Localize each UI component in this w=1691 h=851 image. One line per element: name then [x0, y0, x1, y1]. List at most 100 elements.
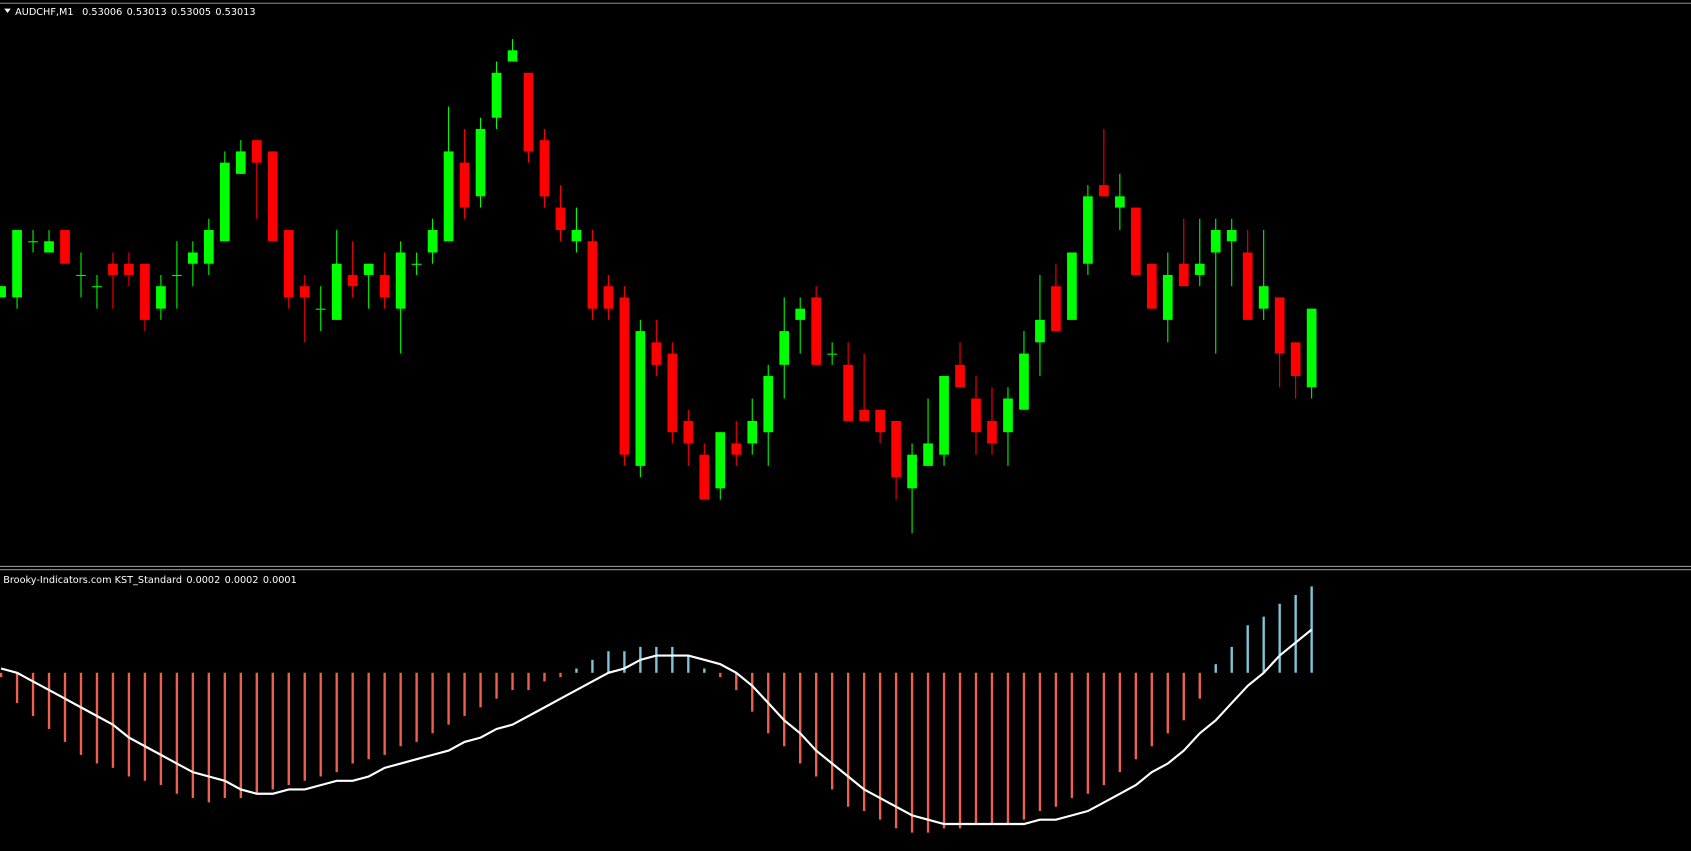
candle-body: [443, 151, 454, 242]
candle-body: [731, 443, 742, 455]
indicator-panel: [0, 586, 1313, 833]
candle-body: [1099, 185, 1109, 197]
candle-body: [843, 364, 854, 421]
candle-body: [939, 376, 949, 455]
candle-body: [987, 420, 997, 444]
candle-body: [108, 263, 118, 275]
candle-body: [603, 286, 614, 309]
candle-body: [1290, 342, 1301, 377]
candle-body: [60, 230, 70, 264]
candle-body: [715, 432, 726, 489]
candle-body: [1114, 196, 1125, 208]
candle-body: [1210, 230, 1221, 253]
candle-body: [971, 398, 981, 433]
candle-body: [1162, 274, 1173, 320]
candle-body: [811, 297, 822, 365]
candle-body: [219, 162, 230, 242]
candle-body: [1019, 353, 1029, 410]
candle-body: [1067, 252, 1077, 320]
candle-body: [699, 454, 710, 500]
candle-body: [188, 252, 198, 264]
candle-body: [92, 286, 102, 288]
candle-body: [763, 376, 774, 433]
candle-body: [172, 274, 182, 277]
indicator-value: 0.0002: [225, 575, 259, 586]
candle-body: [1258, 286, 1269, 309]
candle-body: [1194, 263, 1205, 275]
candle-body: [891, 420, 901, 478]
candle-body: [475, 128, 486, 197]
candle-body: [0, 286, 6, 298]
ohlc-high: 0.53013: [127, 7, 167, 18]
candle-body: [907, 454, 917, 489]
candle-body: [1178, 263, 1189, 287]
candle-body: [955, 364, 965, 388]
candle-body: [235, 151, 246, 174]
candle-body: [28, 241, 38, 243]
candle-body: [459, 162, 470, 208]
candle-body: [571, 230, 582, 242]
candle-body: [140, 263, 150, 320]
candle-body: [507, 50, 518, 62]
symbol: AUDCHF,M1: [15, 7, 73, 18]
candle-body: [347, 274, 358, 287]
candle-body: [539, 140, 550, 197]
price-panel: [0, 39, 1317, 534]
candle-body: [491, 72, 502, 118]
candle-body: [156, 286, 166, 309]
candle-body: [411, 263, 422, 265]
candle-body: [299, 286, 310, 298]
indicator-value: 0.0002: [186, 575, 220, 586]
candle-body: [779, 331, 790, 365]
candle-body: [1083, 196, 1093, 264]
candle-body: [523, 72, 534, 152]
candle-body: [555, 207, 566, 231]
candle-body: [395, 252, 406, 309]
candle-body: [795, 308, 806, 320]
candle-body: [1226, 230, 1237, 242]
candle-body: [619, 297, 630, 455]
candle-body: [1035, 319, 1045, 343]
candle-body: [331, 263, 342, 320]
candle-body: [1146, 263, 1157, 309]
candle-body: [12, 230, 22, 298]
collapse-icon[interactable]: [4, 8, 11, 13]
candle-body: [651, 342, 662, 365]
candle-body: [44, 241, 54, 253]
candle-body: [587, 241, 598, 309]
ohlc-open: 0.53006: [82, 7, 122, 18]
candle-body: [251, 140, 262, 163]
candle-body: [667, 353, 678, 433]
candle-body: [267, 151, 278, 242]
candle-body: [859, 409, 869, 421]
candle-body: [379, 274, 390, 298]
price-header: AUDCHF,M1 0.53006 0.53013 0.53005 0.53013: [15, 7, 255, 18]
candle-body: [747, 420, 758, 444]
candle-body: [363, 263, 374, 275]
candle-body: [315, 308, 326, 310]
candle-body: [827, 353, 838, 355]
candle-body: [124, 263, 134, 275]
candle-body: [427, 230, 438, 253]
indicator-header: Brooky-Indicators.com KST_Standard 0.0002…: [3, 575, 297, 586]
candle-body: [1306, 308, 1317, 388]
ohlc-low: 0.53005: [171, 7, 211, 18]
candle-body: [283, 230, 294, 298]
candle-body: [1242, 252, 1253, 320]
indicator-value: 0.0001: [263, 575, 297, 586]
candle-body: [1051, 286, 1061, 332]
candle-body: [635, 331, 646, 466]
candle-body: [203, 230, 214, 264]
chart-area: AUDCHF,M1 0.53006 0.53013 0.53005 0.53013 Br…: [0, 2, 1691, 833]
indicator-title: Brooky-Indicators.com KST_Standard: [3, 575, 182, 586]
candle-body: [683, 420, 694, 444]
candle-body: [923, 443, 933, 466]
candle-body: [1130, 207, 1141, 275]
ohlc-close: 0.53013: [215, 7, 255, 18]
candle-body: [1274, 297, 1285, 354]
signal-line: [0, 628, 1313, 826]
candle-body: [875, 409, 885, 433]
